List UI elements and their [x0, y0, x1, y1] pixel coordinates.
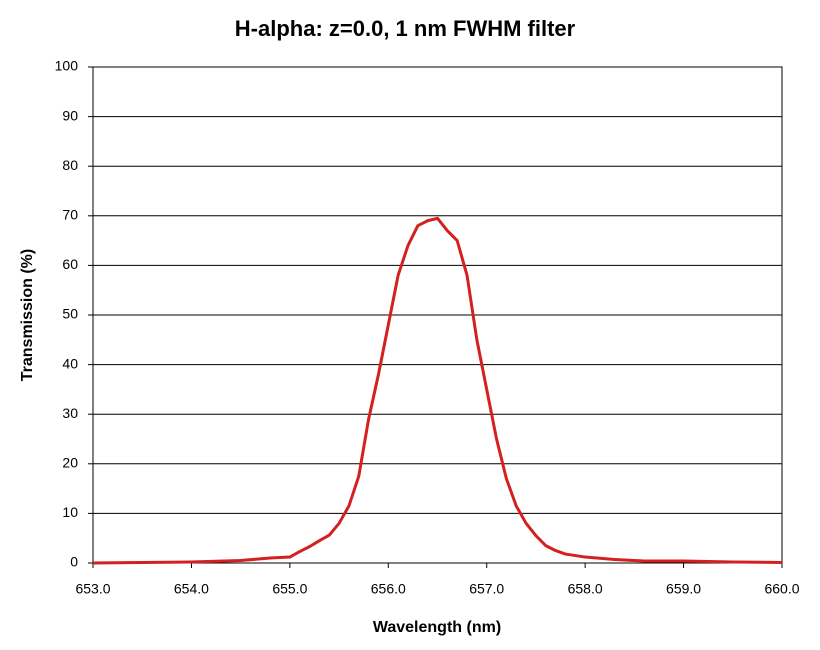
y-tick-label: 80	[62, 157, 78, 173]
x-tick-label: 654.0	[174, 581, 209, 597]
y-tick-label: 30	[62, 405, 78, 421]
x-tick-label: 656.0	[371, 581, 406, 597]
y-axis-label: Transmission (%)	[19, 249, 36, 381]
y-tick-label: 40	[62, 355, 78, 371]
x-axis-label: Wavelength (nm)	[373, 619, 501, 636]
y-tick-label: 0	[70, 554, 78, 570]
y-tick-label: 70	[62, 207, 78, 223]
y-tick-label: 20	[62, 455, 78, 471]
x-tick-label: 660.0	[764, 581, 799, 597]
data-line	[92, 216, 783, 565]
y-tick-label: 90	[62, 107, 78, 123]
plot-frame	[92, 66, 783, 564]
y-tick-label: 50	[62, 306, 78, 322]
y-tick-label: 60	[62, 256, 78, 272]
y-tick-label: 100	[55, 58, 79, 74]
x-tick-label: 655.0	[272, 581, 307, 597]
x-tick-label: 653.0	[75, 581, 110, 597]
x-tick-label: 659.0	[666, 581, 701, 597]
x-tick-label: 657.0	[469, 581, 504, 597]
y-tick-label: 10	[62, 504, 78, 520]
chart-title: H-alpha: z=0.0, 1 nm FWHM filter	[235, 16, 576, 41]
x-tick-label: 658.0	[568, 581, 603, 597]
